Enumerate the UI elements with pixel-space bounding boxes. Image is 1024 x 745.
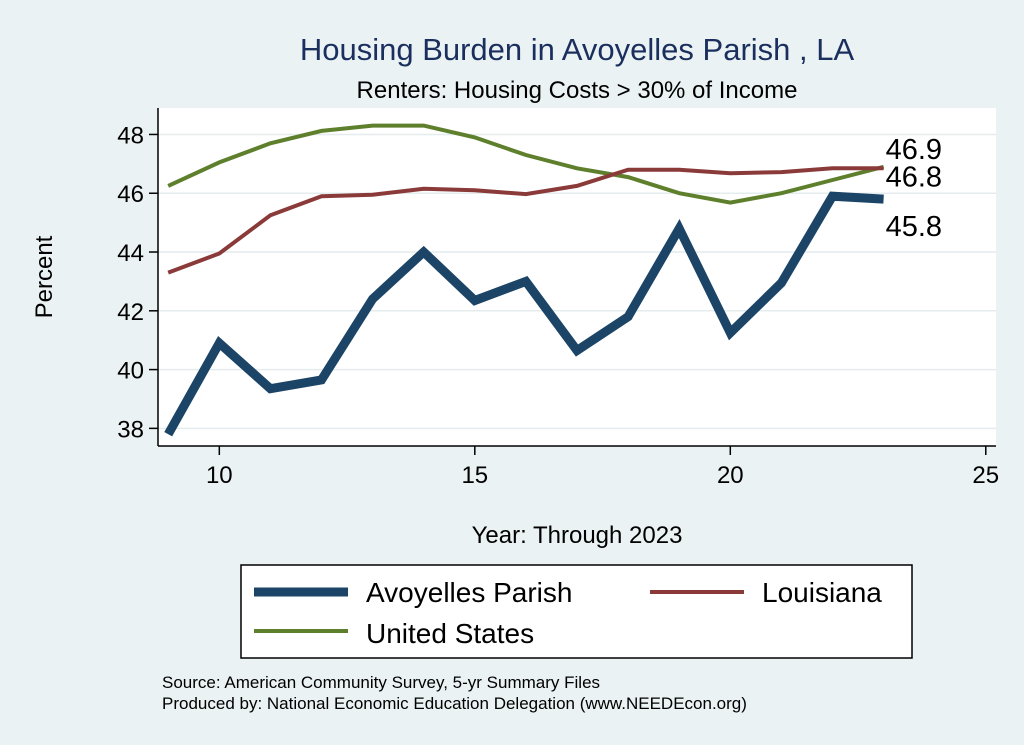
y-tick-label-46: 46 [117, 181, 144, 208]
end-labels: 45.8 46.846.9 [886, 134, 942, 243]
source-line-1: Source: American Community Survey, 5-yr … [162, 673, 600, 692]
axes [157, 108, 996, 447]
chart-subtitle: Renters: Housing Costs > 30% of Income [357, 77, 798, 104]
chart-title: Housing Burden in Avoyelles Parish , LA [300, 32, 855, 67]
x-axis-title: Year: Through 2023 [472, 522, 683, 549]
x-ticks: 10 15 20 25 [206, 446, 999, 489]
series-line-louisiana [167, 166, 884, 275]
legend-items: Avoyelles Parish Louisiana United States [254, 577, 882, 649]
y-tick-label-38: 38 [117, 416, 144, 443]
y-tick-label-44: 44 [117, 240, 144, 267]
source-line-2: Produced by: National Economic Education… [162, 694, 747, 713]
plot-area [158, 108, 996, 446]
end-label-united-states: 46.9 [886, 134, 942, 166]
y-axis-title: Percent [31, 235, 58, 318]
x-tick-label-20: 20 [717, 462, 744, 489]
legend-label-united-states: United States [366, 618, 534, 649]
y-tick-label-42: 42 [117, 299, 144, 326]
series-line-avoyelles-parish [164, 191, 884, 437]
x-tick-label-15: 15 [461, 462, 488, 489]
y-tick-label-40: 40 [117, 358, 144, 385]
legend-label-louisiana: Louisiana [762, 577, 882, 608]
legend [240, 564, 913, 659]
grid-lines [158, 133, 996, 430]
end-label-avoyelles-parish: 45.8 [886, 211, 942, 243]
series-lines [164, 123, 885, 437]
x-tick-label-10: 10 [206, 462, 233, 489]
end-label-louisiana: 46.8 [886, 161, 942, 193]
legend-label-avoyelles-parish: Avoyelles Parish [366, 577, 572, 608]
x-tick-label-25: 25 [972, 462, 999, 489]
y-tick-label-48: 48 [117, 122, 144, 149]
series-line-united-states [167, 123, 885, 205]
y-ticks: 38 40 42 44 46 48 [117, 122, 158, 443]
